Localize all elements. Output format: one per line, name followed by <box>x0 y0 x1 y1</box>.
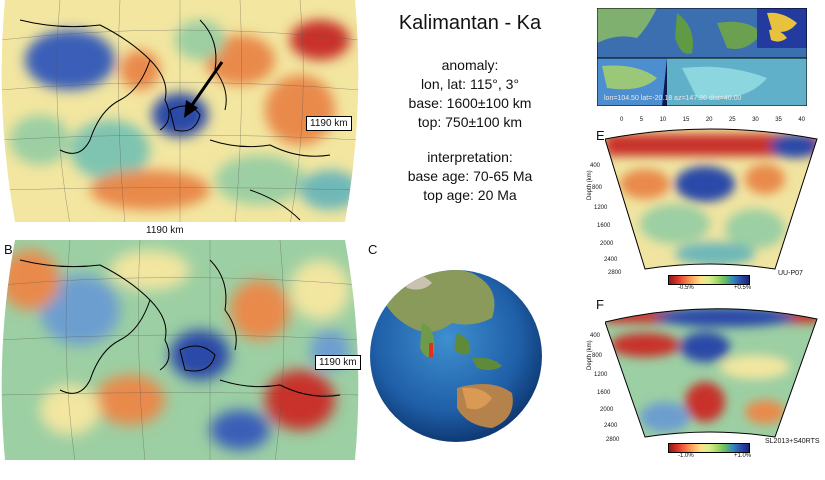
interpretation-heading: interpretation: <box>427 149 513 165</box>
depth-tick: 1600 <box>597 223 611 229</box>
colorbar-f-max: +1.0% <box>734 453 752 459</box>
panel-e-letter: E <box>596 128 605 143</box>
panel-b-letter: B <box>4 242 13 257</box>
depth-tick: 1200 <box>594 205 608 211</box>
tick-label: 5 <box>639 117 644 123</box>
tick-label: 35 <box>775 117 782 123</box>
colorbar-f-min: -1.0% <box>678 453 694 459</box>
tick-label: 20 <box>705 117 713 123</box>
cross-section-e <box>605 128 818 270</box>
depth-tick: 2800 <box>608 270 622 276</box>
tick-label: 30 <box>752 117 759 123</box>
anomaly-heading: anomaly: <box>441 57 499 73</box>
model-name-e: UU-P07 <box>778 270 803 277</box>
tick-label: 25 <box>728 117 736 123</box>
tick-label: 10 <box>659 117 667 123</box>
panel-c-letter: C <box>368 242 378 257</box>
depth-tick: 800 <box>592 185 603 191</box>
depth-tick: 1200 <box>594 372 608 378</box>
depth-caption-a: 1190 km <box>146 225 184 236</box>
tick-label: 40 <box>798 117 805 123</box>
tomography-map-a <box>1 0 359 222</box>
anomaly-base: base: 1600±100 km <box>408 95 532 111</box>
colorbar-e-max: +0.5% <box>734 285 752 291</box>
colorbar-e-min: -0.5% <box>678 285 694 291</box>
anomaly-lonlat: lon, lat: 115°, 3° <box>420 76 520 92</box>
anomaly-info: anomaly: lon, lat: 115°, 3° base: 1600±1… <box>380 56 560 132</box>
section-e-distance-ticks: 0 5 10 15 20 25 30 35 40 <box>620 117 805 123</box>
model-name-f: SL2013+S40RTS <box>765 438 820 445</box>
section-readout: lon=104.50 lat=-20.18 az=147.86 dist=40.… <box>604 95 742 102</box>
depth-tick: 400 <box>590 163 601 169</box>
globe <box>370 270 542 442</box>
plate-title: Kalimantan - Ka <box>398 12 542 34</box>
depth-tick: 2000 <box>600 407 614 413</box>
anomaly-top: top: 750±100 km <box>417 114 523 130</box>
interpretation-top-age: top age: 20 Ma <box>423 187 517 203</box>
depth-tick: 800 <box>592 353 603 359</box>
tomography-map-b <box>1 240 359 460</box>
depth-tick: 1600 <box>597 390 611 396</box>
interpretation-info: interpretation: base age: 70-65 Ma top a… <box>380 148 560 205</box>
colorbar-f <box>668 443 750 453</box>
depth-tick: 2000 <box>600 241 614 247</box>
depth-tag-b: 1190 km <box>315 355 361 370</box>
colorbar-e <box>668 275 750 285</box>
depth-tick: 2400 <box>604 423 618 429</box>
depth-tick: 2400 <box>604 257 618 263</box>
cross-section-f <box>605 308 818 438</box>
depth-tick: 400 <box>590 333 601 339</box>
section-location-map <box>597 8 807 106</box>
interpretation-base-age: base age: 70-65 Ma <box>407 168 533 184</box>
tick-label: 15 <box>682 117 690 123</box>
depth-tag-a: 1190 km <box>306 116 352 131</box>
panel-f-letter: F <box>596 297 604 312</box>
depth-tick: 2800 <box>606 437 620 443</box>
tick-label: 0 <box>620 117 624 123</box>
